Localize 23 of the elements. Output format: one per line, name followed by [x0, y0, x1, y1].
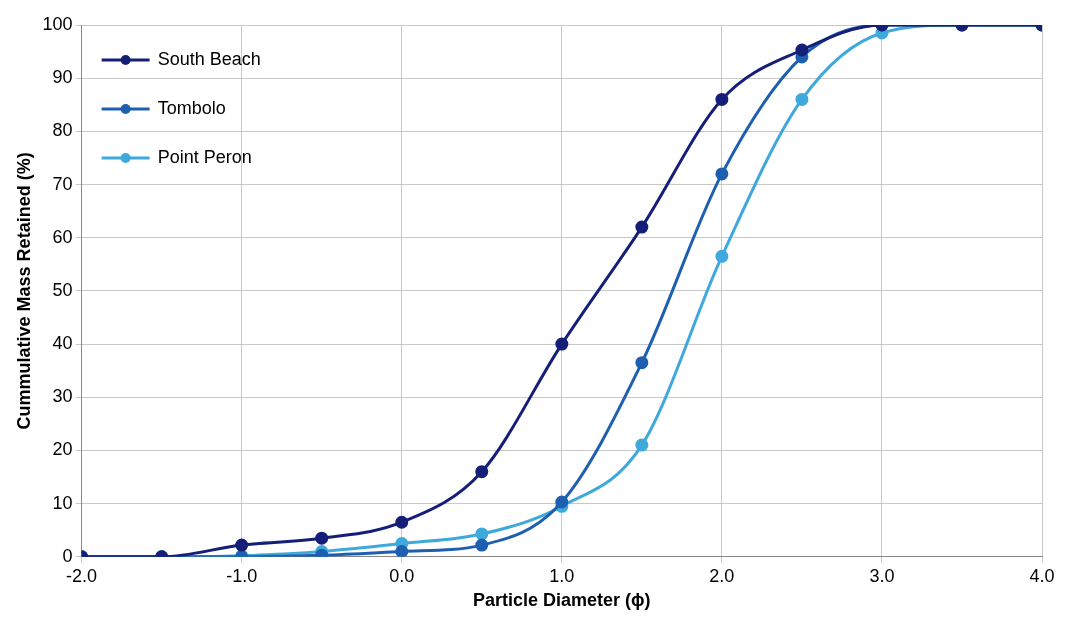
x-tick-label: -2.0: [66, 565, 98, 586]
y-tick-label: 10: [52, 492, 73, 513]
x-tick-label: 2.0: [709, 565, 735, 586]
x-tick-label: 4.0: [1029, 565, 1055, 586]
y-tick-label: 20: [52, 439, 73, 460]
x-tick-label: -1.0: [226, 565, 258, 586]
y-tick-label: 50: [52, 279, 73, 300]
y-tick-label: 90: [52, 67, 73, 88]
x-tick-label: 0.0: [389, 565, 415, 586]
legend-label: South Beach: [157, 48, 261, 69]
y-tick-label: 100: [42, 13, 73, 34]
legend-label: Point Peron: [157, 146, 252, 167]
legend-label: Tombolo: [157, 97, 226, 118]
x-axis-title: Particle Diameter (ϕ): [473, 590, 651, 611]
y-axis-title: Cummulative Mass Retained (%): [13, 152, 34, 430]
y-tick-label: 60: [52, 226, 73, 247]
y-tick-label: 0: [62, 545, 73, 566]
y-tick-label: 30: [52, 386, 73, 407]
x-tick-label: 3.0: [869, 565, 895, 586]
y-tick-label: 70: [52, 173, 73, 194]
y-tick-label: 40: [52, 333, 73, 354]
x-tick-label: 1.0: [549, 565, 575, 586]
y-tick-label: 80: [52, 120, 73, 141]
